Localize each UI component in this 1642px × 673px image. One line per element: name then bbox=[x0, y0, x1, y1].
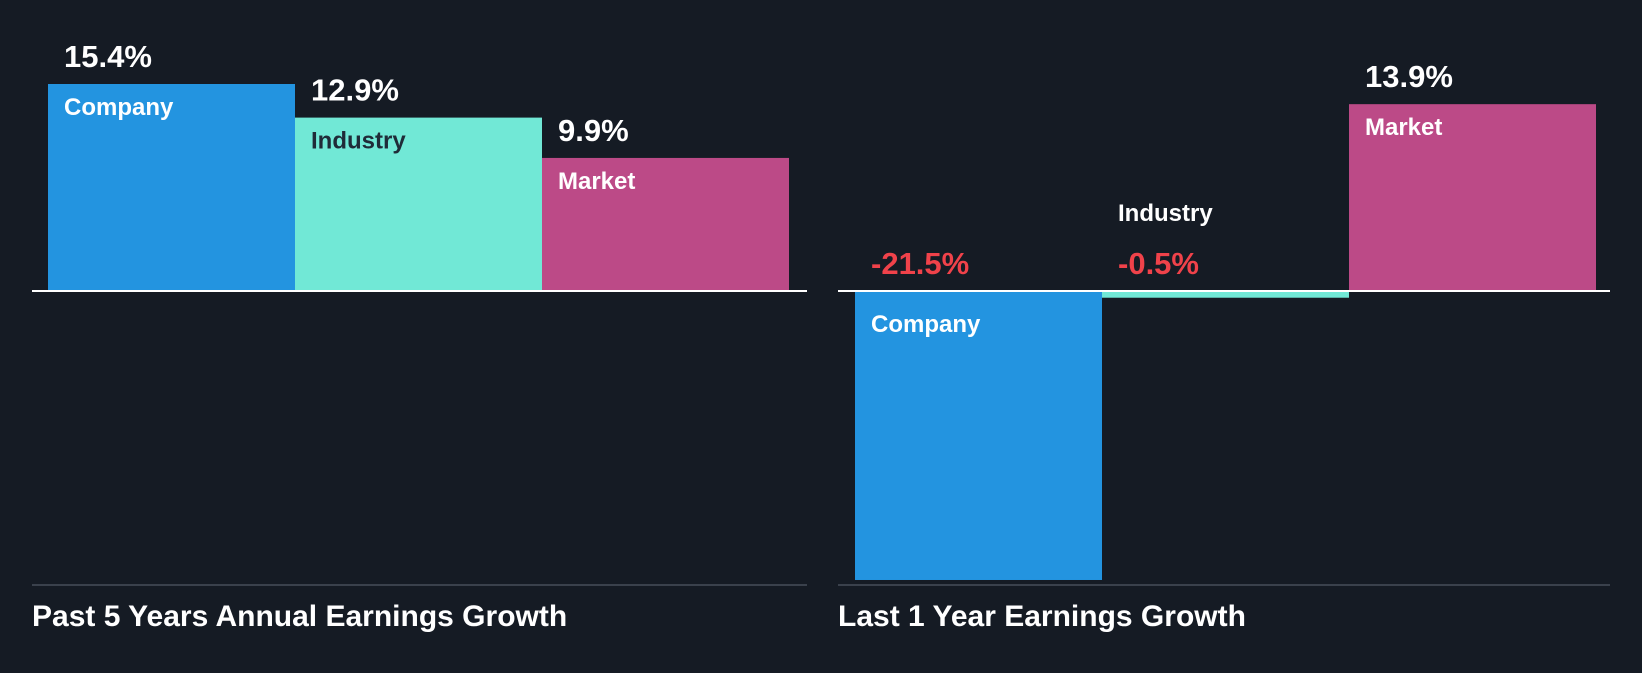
bar-company bbox=[855, 291, 1102, 580]
category-label-company: Company bbox=[64, 94, 174, 121]
past-5-years-chart: Company 15.4% Industry 12.9% Market 9.9% Past … bbox=[32, 39, 807, 633]
value-label-market: 13.9% bbox=[1365, 59, 1453, 94]
chart-title: Past 5 Years Annual Earnings Growth bbox=[32, 600, 567, 633]
category-label-company: Company bbox=[871, 311, 981, 338]
bar-market bbox=[1349, 104, 1596, 291]
value-label-market: 9.9% bbox=[558, 113, 629, 148]
bar-company bbox=[48, 84, 295, 291]
last-1-year-chart: Company -21.5% Industry -0.5% Market 13.9% Las… bbox=[838, 59, 1610, 633]
value-label-company: 15.4% bbox=[64, 39, 152, 74]
bar-market bbox=[542, 157, 789, 291]
bar-industry bbox=[295, 117, 542, 291]
category-label-market: Market bbox=[1365, 114, 1442, 141]
category-label-industry: Industry bbox=[1118, 200, 1213, 227]
value-label-industry: -0.5% bbox=[1118, 246, 1199, 281]
category-label-market: Market bbox=[558, 168, 635, 195]
bar-industry bbox=[1102, 291, 1349, 298]
value-label-industry: 12.9% bbox=[311, 73, 399, 108]
value-label-company: -21.5% bbox=[871, 246, 969, 281]
category-label-industry: Industry bbox=[311, 128, 406, 155]
chart-title: Last 1 Year Earnings Growth bbox=[838, 600, 1246, 633]
